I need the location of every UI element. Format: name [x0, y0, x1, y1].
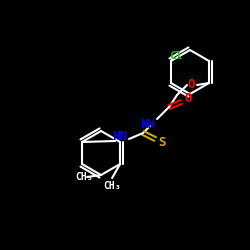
Text: S: S: [158, 136, 166, 148]
Text: HN: HN: [112, 130, 128, 142]
Text: Cl: Cl: [169, 51, 183, 61]
Text: CH₃: CH₃: [103, 181, 121, 191]
Text: NH: NH: [140, 118, 156, 130]
Text: O: O: [187, 78, 195, 92]
Text: O: O: [184, 92, 192, 106]
Text: CH₃: CH₃: [75, 172, 93, 182]
